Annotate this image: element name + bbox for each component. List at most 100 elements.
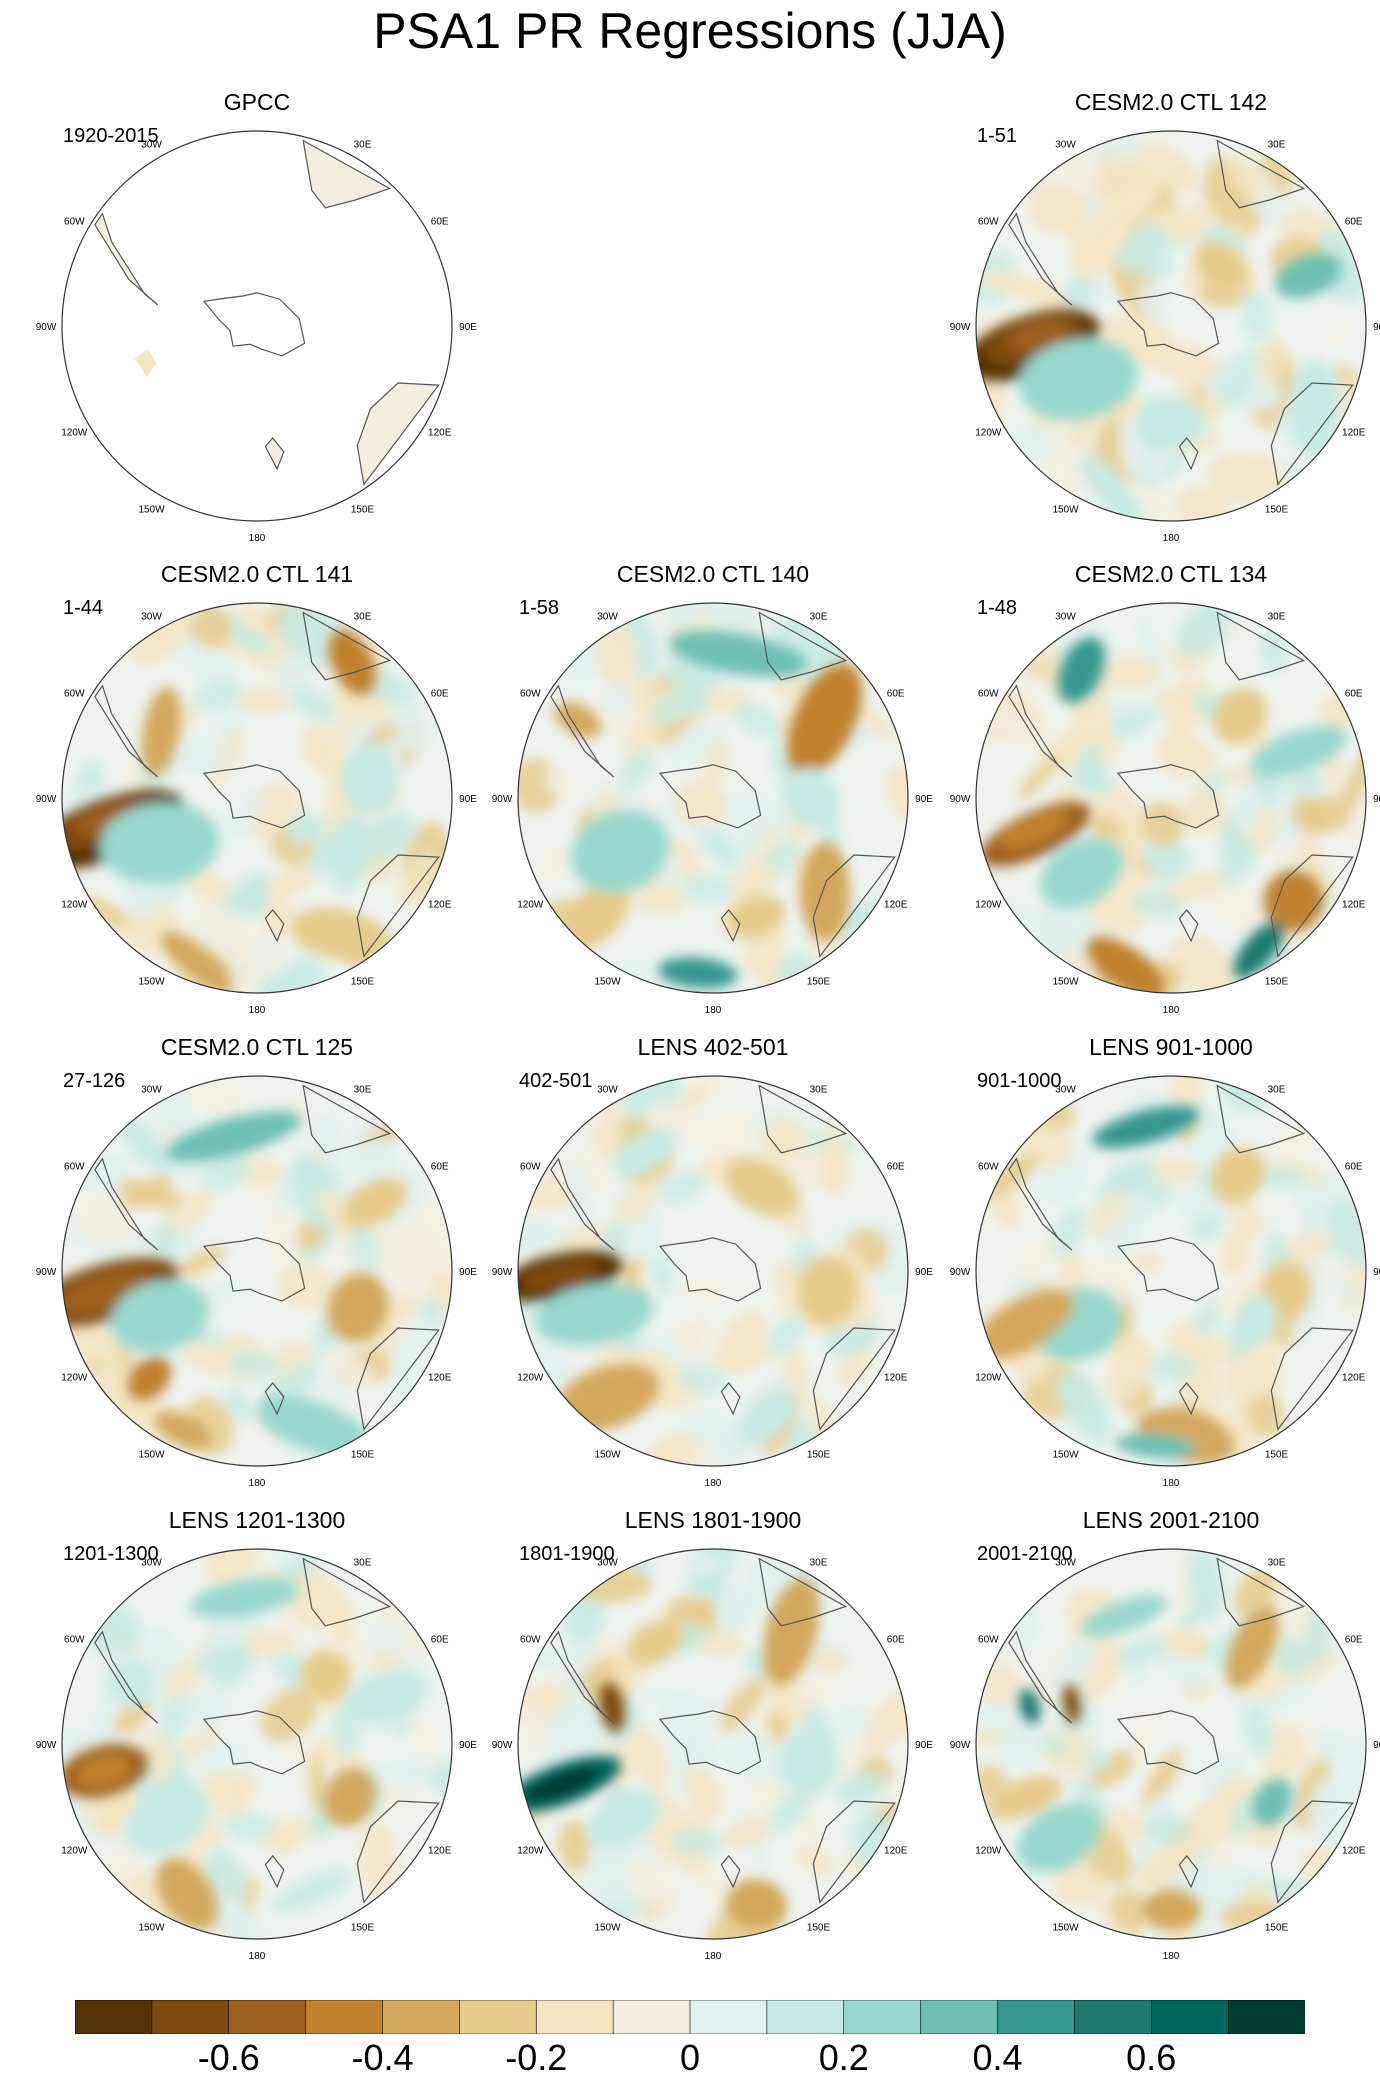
longitude-label: 150W [594,1923,621,1934]
land-precip-patch [357,383,439,485]
regression-field [62,131,452,521]
regression-field [976,1076,1366,1466]
longitude-label: 90E [915,1740,933,1751]
longitude-label: 60E [431,217,449,228]
longitude-label: 120E [1342,428,1366,439]
anomaly-patch [1092,1105,1199,1149]
panel-title: CESM2.0 CTL 142 [1074,89,1268,115]
map-panel: LENS 1201-1300030E60E90E120E150E180150W1… [27,1506,487,1981]
map-boundary [975,1075,1367,1467]
colorbar-box [766,2000,845,2034]
longitude-label: 120E [428,1373,452,1384]
colorbar-labels: -0.6 -0.4 -0.2 0 0.2 0.4 0.6 [0,2036,1380,2082]
anomaly-patch [1039,838,1124,908]
anomaly-patch [327,1273,389,1343]
longitude-label: 150W [138,1923,165,1934]
longitude-label: 150E [351,1450,375,1461]
longitude-label: 60W [520,1635,541,1646]
anomaly-patch [778,1726,840,1796]
longitude-label: 150E [807,1450,831,1461]
anomaly-patch [1115,1433,1196,1459]
longitude-label: 60E [1345,217,1363,228]
regression-field [518,603,908,993]
longitude-label: 180 [1163,1005,1180,1016]
panel-period-label: 1-58 [519,597,560,619]
coastlines [94,1557,440,1904]
panel-title: LENS 901-1000 [1089,1034,1253,1060]
longitude-label: 150W [1052,1450,1079,1461]
longitude-label: 30W [141,1084,162,1095]
coastlines [550,611,896,958]
longitude-label: 30W [141,139,162,150]
longitude-label: 60W [64,1635,85,1646]
anomaly-patch [1071,177,1154,273]
coastlines [94,611,440,958]
longitude-label: 150E [807,1923,831,1934]
longitude-label: 30W [1055,1557,1076,1568]
coastlines [94,139,440,486]
longitude-label: 120E [428,428,452,439]
panel-title: LENS 1201-1300 [168,1507,346,1533]
longitude-label: 150E [351,977,375,988]
panel-period-label: 1-44 [63,597,104,619]
longitude-label: 150E [1265,1923,1289,1934]
longitude-label: 120W [61,1373,88,1384]
panel-period-label: 1801-1900 [519,1543,615,1565]
panel-title: LENS 2001-2100 [1082,1507,1260,1533]
anomaly-patch [110,1280,209,1353]
colorbar-box [612,2000,691,2034]
anomaly-patch [1226,1605,1279,1689]
panel-period-label: 1-51 [977,125,1018,147]
longitude-label: 90E [459,322,477,333]
map-panel [483,88,943,563]
longitude-label: 60E [887,1635,905,1646]
longitude-label: 60W [978,217,999,228]
longitude-label: 90E [1373,1740,1380,1751]
map-panel: LENS 2001-2100030E60E90E120E150E180150W1… [941,1506,1380,1981]
anomaly-patch [323,1768,377,1827]
longitude-label: 150W [1052,505,1079,516]
colorbar-box [997,2000,1076,2034]
anomaly-patch [161,931,233,993]
longitude-label: 120E [428,1846,452,1857]
anomaly-patch [725,1879,786,1930]
panel-title: GPCC [223,89,291,115]
longitude-label: 90E [1373,794,1380,805]
longitude-label: 60E [887,689,905,700]
longitude-label: 30E [1268,611,1286,622]
colorbar-tick-label: 0.4 [972,2037,1023,2078]
longitude-label: 150E [1265,1450,1289,1461]
anomaly-patch [1081,1594,1167,1637]
anomaly-patch [571,810,670,893]
colorbar [75,2000,1305,2034]
map-boundary [517,602,909,994]
longitude-label: 180 [249,1478,266,1489]
colorbar-box [689,2000,768,2034]
anomaly-patch [986,1775,1063,1820]
longitude-label: 30W [597,611,618,622]
anomaly-patch [724,1157,799,1217]
anomaly-patch [976,1289,1074,1360]
figure-title: PSA1 PR Regressions (JJA) [373,3,1007,59]
anomaly-patch [798,1256,859,1327]
longitude-label: 150E [351,1923,375,1934]
anomaly-patch [1063,1683,1080,1724]
longitude-label: 30E [354,1557,372,1568]
longitude-label: 120E [884,1846,908,1857]
panel-title: CESM2.0 CTL 141 [160,561,354,587]
panel-period-label: 27-126 [63,1070,126,1092]
longitude-label: 30W [597,1084,618,1095]
anomaly-patch [1211,1146,1265,1204]
longitude-label: 90W [492,1740,513,1751]
longitude-label: 60E [1345,689,1363,700]
anomaly-patch [626,1619,683,1666]
longitude-label: 120W [975,900,1002,911]
colorbar-box [382,2000,461,2034]
map-boundary [61,1548,453,1940]
colorbar-box [843,2000,922,2034]
anomaly-patch [125,1784,210,1854]
